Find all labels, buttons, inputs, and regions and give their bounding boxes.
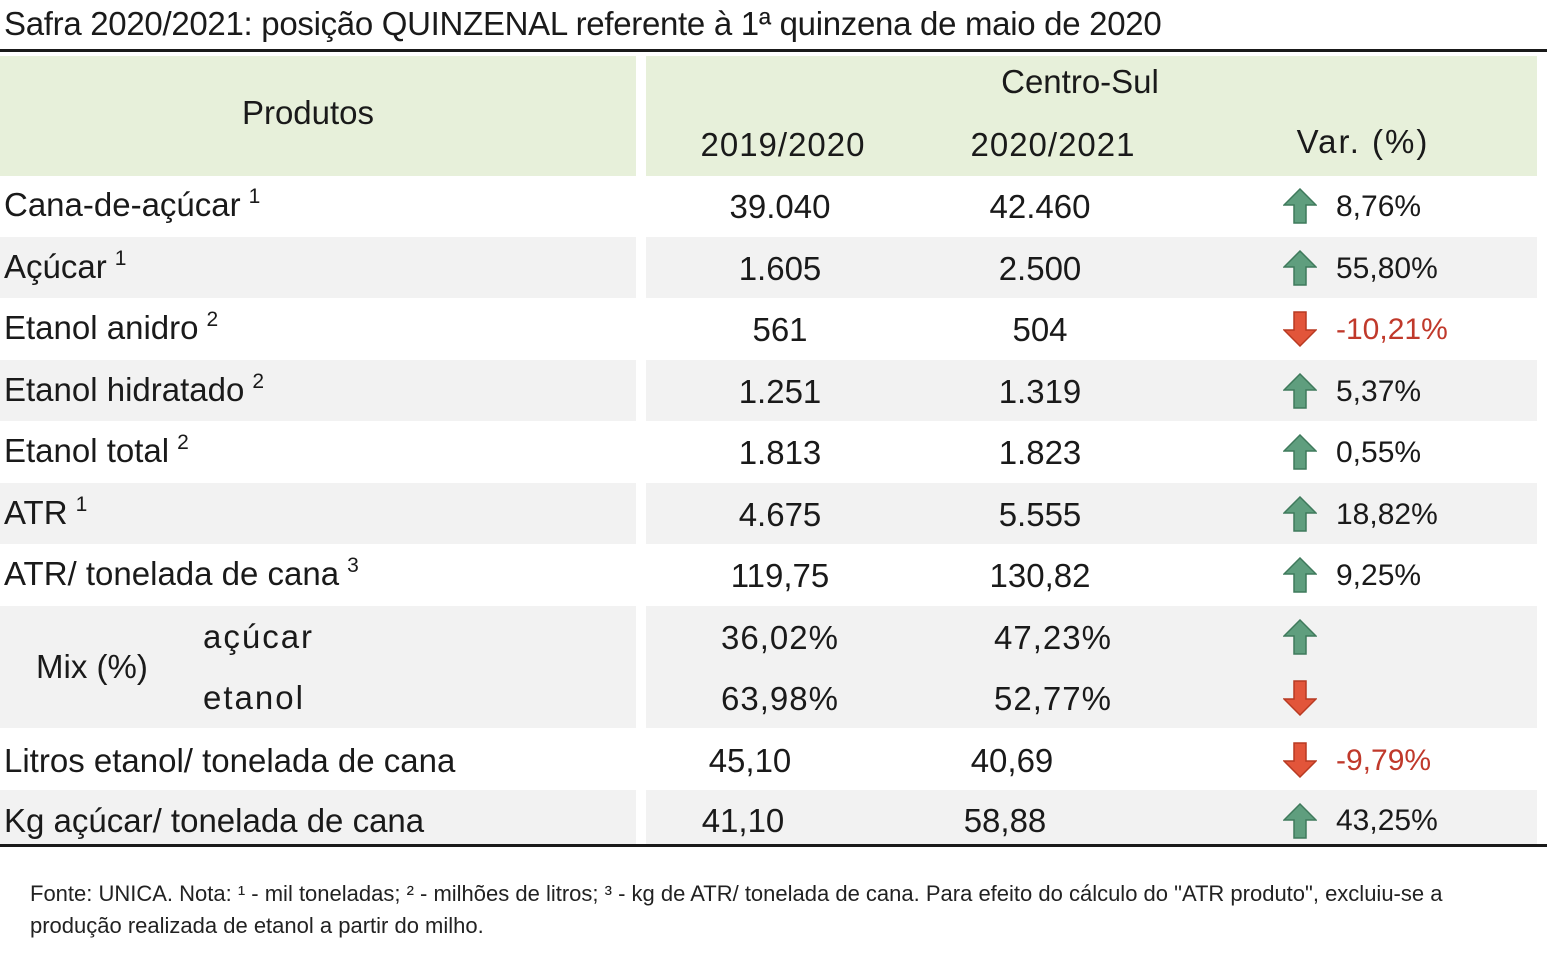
- arrow-up-icon: [1283, 557, 1317, 593]
- bottom-rule: [0, 844, 1547, 847]
- footnote-marker: 1: [75, 493, 88, 516]
- row-label-text: ATR: [4, 494, 68, 531]
- row-label: Etanol anidro 2: [4, 308, 218, 353]
- row-band: [0, 360, 636, 421]
- variation-value: -10,21%: [1336, 313, 1448, 346]
- value-2019-2020: 1.605: [738, 250, 822, 287]
- value-2020-2021: 58,88: [963, 802, 1047, 839]
- value-2020-2021: 504: [1012, 311, 1068, 348]
- value-2019-2020: 39.040: [729, 188, 831, 225]
- header-2020-2021: 2020/2021: [970, 126, 1136, 163]
- row-label: ATR 1: [4, 493, 87, 538]
- value-2020-2021: 5.555: [998, 496, 1082, 533]
- row-label: Kg açúcar/ tonelada de cana: [4, 802, 425, 839]
- arrow-down-icon: [1283, 311, 1317, 347]
- row-label-text: Etanol anidro: [4, 309, 199, 346]
- row-label-text: Etanol total: [4, 432, 170, 469]
- mix-etanol-2019-2020: 63,98%: [721, 680, 839, 717]
- top-rule: [0, 49, 1547, 52]
- arrow-up-icon: [1283, 434, 1317, 470]
- arrow-down-icon: [1283, 680, 1317, 716]
- footnote-marker: 2: [206, 308, 219, 331]
- value-2020-2021: 2.500: [998, 250, 1082, 287]
- variation-value: 8,76%: [1336, 190, 1422, 223]
- row-band: [0, 790, 636, 844]
- row-band: [646, 483, 1537, 544]
- row-label: Cana-de-açúcar 1: [4, 185, 260, 230]
- arrow-up-icon: [1283, 619, 1317, 655]
- value-2019-2020: 45,10: [708, 742, 792, 779]
- value-2019-2020: 4.675: [738, 496, 822, 533]
- value-2020-2021: 1.823: [998, 434, 1082, 471]
- variation-value: 5,37%: [1336, 375, 1422, 408]
- variation-value: 0,55%: [1336, 436, 1422, 469]
- row-band: [0, 237, 636, 298]
- variation-value: 43,25%: [1336, 804, 1438, 837]
- variation-value: 55,80%: [1336, 252, 1438, 285]
- header-var: Var. (%): [1296, 123, 1430, 160]
- row-label: Etanol hidratado 2: [4, 370, 264, 415]
- footnote-marker: 1: [114, 247, 127, 270]
- value-2020-2021: 42.460: [989, 188, 1091, 225]
- row-label: Etanol total 2: [4, 431, 189, 476]
- value-2019-2020: 41,10: [701, 802, 785, 839]
- row-band: [646, 360, 1537, 421]
- header-2019-2020: 2019/2020: [700, 126, 866, 163]
- value-2019-2020: 1.251: [738, 373, 822, 410]
- footnote-marker: 2: [252, 370, 265, 393]
- value-2019-2020: 561: [752, 311, 808, 348]
- value-2020-2021: 130,82: [989, 557, 1091, 594]
- row-label-text: Açúcar: [4, 248, 107, 285]
- variation-value: 9,25%: [1336, 559, 1422, 592]
- row-band: [646, 606, 1537, 728]
- row-label-text: Etanol hidratado: [4, 371, 245, 408]
- table-title: Safra 2020/2021: posição QUINZENAL refer…: [4, 5, 1162, 42]
- arrow-up-icon: [1283, 496, 1317, 532]
- arrow-up-icon: [1283, 373, 1317, 409]
- value-2020-2021: 40,69: [970, 742, 1054, 779]
- header-bg-centro-sul: [646, 56, 1537, 176]
- row-band: [0, 483, 636, 544]
- row-label: Litros etanol/ tonelada de cana: [4, 742, 456, 779]
- header-region: Centro-Sul: [1001, 63, 1159, 100]
- value-2019-2020: 119,75: [730, 557, 830, 594]
- footnote-marker: 1: [248, 185, 261, 208]
- row-label: Açúcar 1: [4, 247, 126, 292]
- value-2020-2021: 1.319: [998, 373, 1082, 410]
- arrow-up-icon: [1283, 250, 1317, 286]
- row-band: [646, 237, 1537, 298]
- variation-value: 18,82%: [1336, 498, 1438, 531]
- footnote-marker: 2: [177, 431, 189, 454]
- header-produtos: Produtos: [241, 94, 375, 131]
- value-2019-2020: 1.813: [738, 434, 822, 471]
- arrow-up-icon: [1283, 188, 1317, 224]
- arrow-up-icon: [1283, 803, 1317, 839]
- footnote-marker: 3: [347, 554, 359, 577]
- mix-acucar-label: açúcar: [203, 618, 315, 655]
- row-label-text: Cana-de-açúcar: [4, 186, 241, 223]
- row-band: [646, 790, 1537, 844]
- arrow-down-icon: [1283, 742, 1317, 778]
- mix-acucar-2020-2021: 47,23%: [994, 619, 1112, 656]
- mix-etanol-label: etanol: [203, 679, 305, 716]
- row-label: ATR/ tonelada de cana 3: [4, 554, 359, 599]
- mix-label: Mix (%): [36, 648, 148, 685]
- mix-etanol-2020-2021: 52,77%: [994, 680, 1112, 717]
- header-bg-produtos: [0, 56, 636, 176]
- variation-value: -9,79%: [1336, 744, 1432, 777]
- footnote: Fonte: UNICA. Nota: ¹ - mil toneladas; ²…: [30, 881, 1443, 938]
- mix-acucar-2019-2020: 36,02%: [721, 619, 839, 656]
- row-label-text: ATR/ tonelada de cana: [4, 555, 340, 592]
- row-band: [0, 606, 636, 728]
